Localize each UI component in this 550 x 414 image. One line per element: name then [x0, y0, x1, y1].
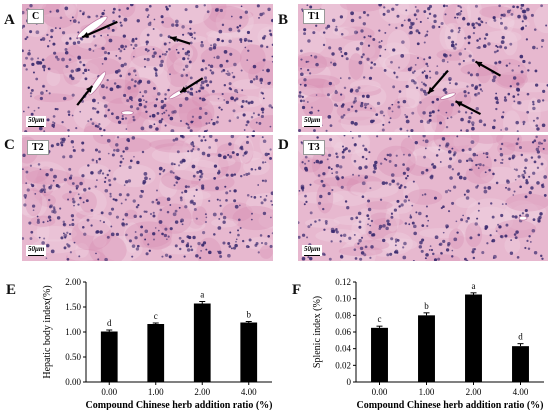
y-tick-label: 0.12: [335, 277, 351, 287]
significance-letter: c: [154, 311, 158, 321]
bar: [240, 322, 258, 382]
micrograph-d: T3 50μm: [298, 135, 548, 261]
y-tick-label: 0: [347, 377, 352, 387]
panel-label-b: T1: [303, 9, 325, 24]
scale-bar-b: 50μm: [302, 115, 323, 127]
x-axis-title: Compound Chinese herb addition ratio (%): [86, 400, 273, 410]
y-tick-label: 1.00: [65, 327, 81, 337]
error-bar: [423, 312, 430, 316]
x-tick-label: 4.00: [513, 387, 529, 397]
micrograph-b: T1 50μm: [298, 4, 548, 132]
x-tick-label: 0.00: [101, 387, 117, 397]
panel-letter-e: E: [6, 282, 17, 298]
x-axis-title: Compound Chinese herb addition ratio (%): [357, 400, 544, 410]
x-tick-label: 1.00: [419, 387, 435, 397]
panel-label-c: T2: [27, 140, 49, 155]
y-tick-label: 0.10: [335, 294, 351, 304]
y-axis-title: Splenic index (%): [312, 296, 323, 368]
y-tick-label: 0.04: [335, 344, 351, 354]
significance-letter: a: [200, 290, 204, 300]
x-tick-label: 4.00: [241, 387, 257, 397]
scale-text-a: 50μm: [28, 115, 45, 124]
y-tick-label: 0.06: [335, 327, 351, 337]
tissue-image-a: [22, 4, 273, 132]
scale-bar-d: 50μm: [302, 244, 323, 256]
splenic-index-chart: 0 0.02 0.04 0.06 0.08 0.10 0.12 c 0.00 b 1.00 a 2.00…: [312, 277, 544, 410]
y-tick-label: 0.08: [335, 310, 351, 320]
panel-letter-f: F: [292, 282, 302, 298]
significance-letter: d: [518, 332, 523, 342]
error-bar: [376, 325, 383, 328]
error-bar: [517, 343, 524, 347]
panel-letter-b: B: [278, 12, 289, 28]
tissue-image-d: [298, 135, 548, 261]
significance-letter: d: [107, 318, 112, 328]
panel-label-d: T3: [303, 140, 325, 155]
bar: [418, 315, 435, 382]
panel-letter-c: C: [4, 137, 15, 153]
tissue-image-b: [298, 4, 548, 132]
error-bar: [245, 321, 252, 323]
bar: [371, 327, 388, 382]
bar: [147, 324, 165, 382]
x-tick-label: 2.00: [466, 387, 482, 397]
panel-letter-d: D: [278, 137, 289, 153]
x-tick-label: 2.00: [194, 387, 210, 397]
x-tick-label: 0.00: [372, 387, 388, 397]
error-bar: [106, 329, 113, 332]
error-bar: [470, 292, 477, 295]
panel-letter-a: A: [4, 12, 15, 28]
scale-bar-c: 50μm: [26, 244, 47, 256]
y-axis-title: Hepatic body index(%): [42, 285, 53, 378]
scale-text-b: 50μm: [304, 115, 321, 124]
y-tick-label: 0.00: [65, 377, 81, 387]
significance-letter: c: [378, 314, 382, 324]
y-tick-label: 0.50: [65, 352, 81, 362]
bar: [512, 346, 529, 382]
scale-text-c: 50μm: [28, 244, 45, 253]
x-tick-label: 1.00: [148, 387, 164, 397]
scale-text-d: 50μm: [304, 244, 321, 253]
scale-bar-a: 50μm: [26, 115, 47, 127]
significance-letter: b: [424, 301, 429, 311]
bar: [465, 294, 482, 382]
panel-label-a: C: [27, 9, 45, 24]
significance-letter: b: [247, 310, 252, 320]
y-tick-label: 2.00: [65, 277, 81, 287]
bar: [100, 331, 118, 382]
bar: [193, 303, 211, 382]
error-bar: [152, 322, 159, 324]
tissue-image-c: [22, 135, 273, 261]
y-tick-label: 0.02: [335, 360, 351, 370]
y-tick-label: 1.50: [65, 302, 81, 312]
hepatic-index-chart: 0.00 0.50 1.00 1.50 2.00 d 0.00 c 1.00 a 2.00 b 4.00…: [42, 277, 273, 410]
error-bar: [199, 301, 206, 304]
micrograph-a: C 50μm: [22, 4, 273, 132]
significance-letter: a: [472, 281, 476, 291]
micrograph-c: T2 50μm: [22, 135, 273, 261]
